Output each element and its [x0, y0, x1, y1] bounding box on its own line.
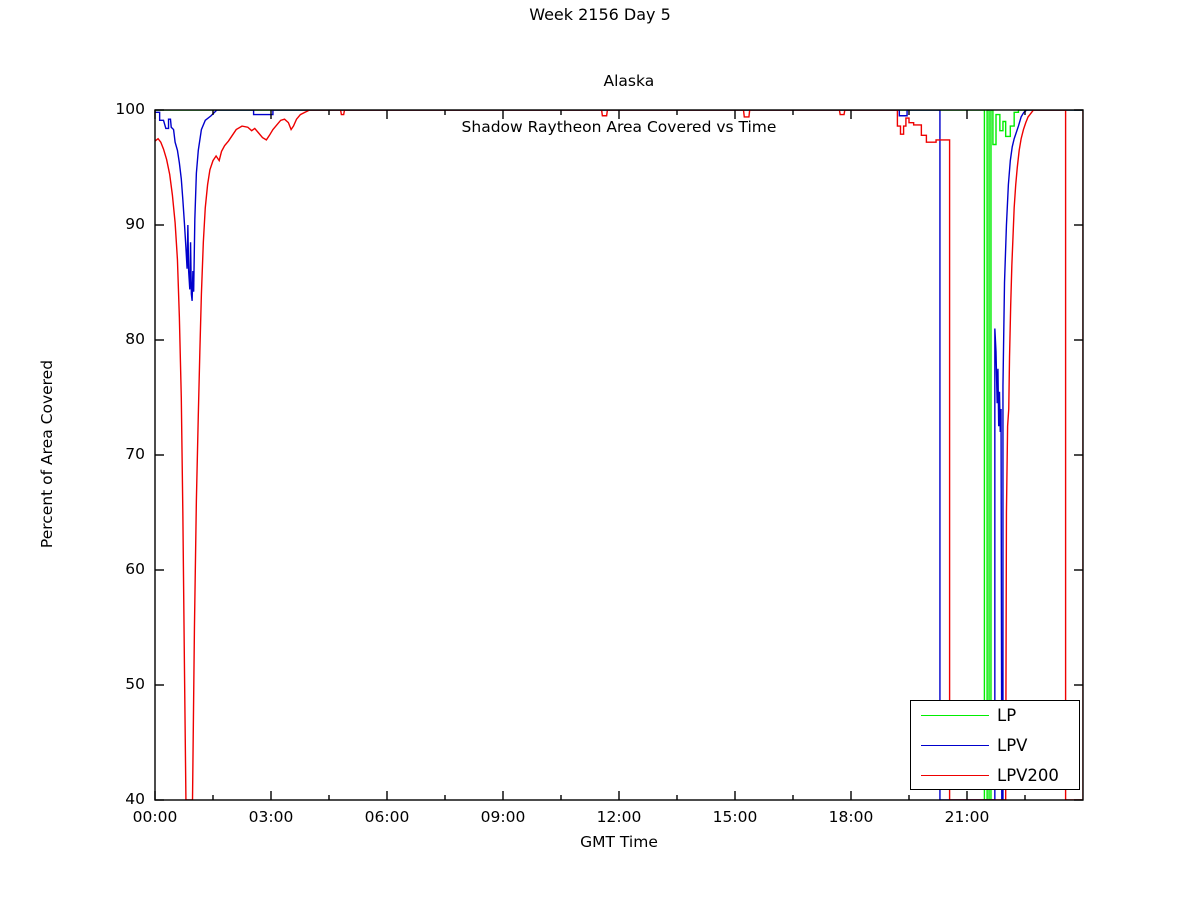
legend-swatch-lp: [921, 715, 989, 716]
legend-item-lpv[interactable]: LPV: [911, 731, 1081, 761]
x-tick-label: 12:00: [596, 808, 642, 826]
tick-marks: [154, 109, 1083, 801]
series-line-lpv200: [155, 110, 1083, 800]
y-tick-label: 70: [125, 445, 145, 463]
legend-swatch-lpv: [921, 745, 989, 746]
legend-item-lpv200[interactable]: LPV200: [911, 761, 1081, 791]
y-tick-label: 60: [125, 560, 145, 578]
y-tick-label: 50: [125, 675, 145, 693]
chart-title-line-2: Shadow Raytheon Area Covered vs Time: [461, 118, 777, 136]
x-tick-label: 18:00: [828, 808, 874, 826]
y-tick-label: 100: [115, 100, 145, 118]
series-layer: [155, 110, 1083, 800]
x-tick-label: 15:00: [712, 808, 758, 826]
legend-item-lp[interactable]: LP: [911, 701, 1081, 731]
x-tick-label: 06:00: [364, 808, 410, 826]
y-tick-label: 40: [125, 790, 145, 808]
chart-title: Alaska Shadow Raytheon Area Covered vs T…: [155, 47, 1083, 185]
legend-label: LPV: [997, 736, 1028, 755]
legend-label: LPV200: [997, 766, 1059, 785]
chart-title-line-1: Alaska: [603, 72, 655, 90]
series-line-lp: [155, 110, 1083, 800]
y-tick-label: 80: [125, 330, 145, 348]
legend-label: LP: [997, 706, 1017, 725]
y-tick-label: 90: [125, 215, 145, 233]
legend-swatch-lpv200: [921, 775, 989, 776]
x-axis-label: GMT Time: [580, 833, 658, 851]
series-line-lpv: [155, 110, 1083, 800]
figure-suptitle: Week 2156 Day 5: [529, 5, 671, 24]
x-tick-label: 09:00: [480, 808, 526, 826]
x-tick-label: 21:00: [944, 808, 990, 826]
axes-frame: [154, 109, 1084, 801]
x-tick-label: 03:00: [248, 808, 294, 826]
x-tick-label: 00:00: [132, 808, 178, 826]
chart-legend[interactable]: LP LPV LPV200: [910, 700, 1080, 790]
